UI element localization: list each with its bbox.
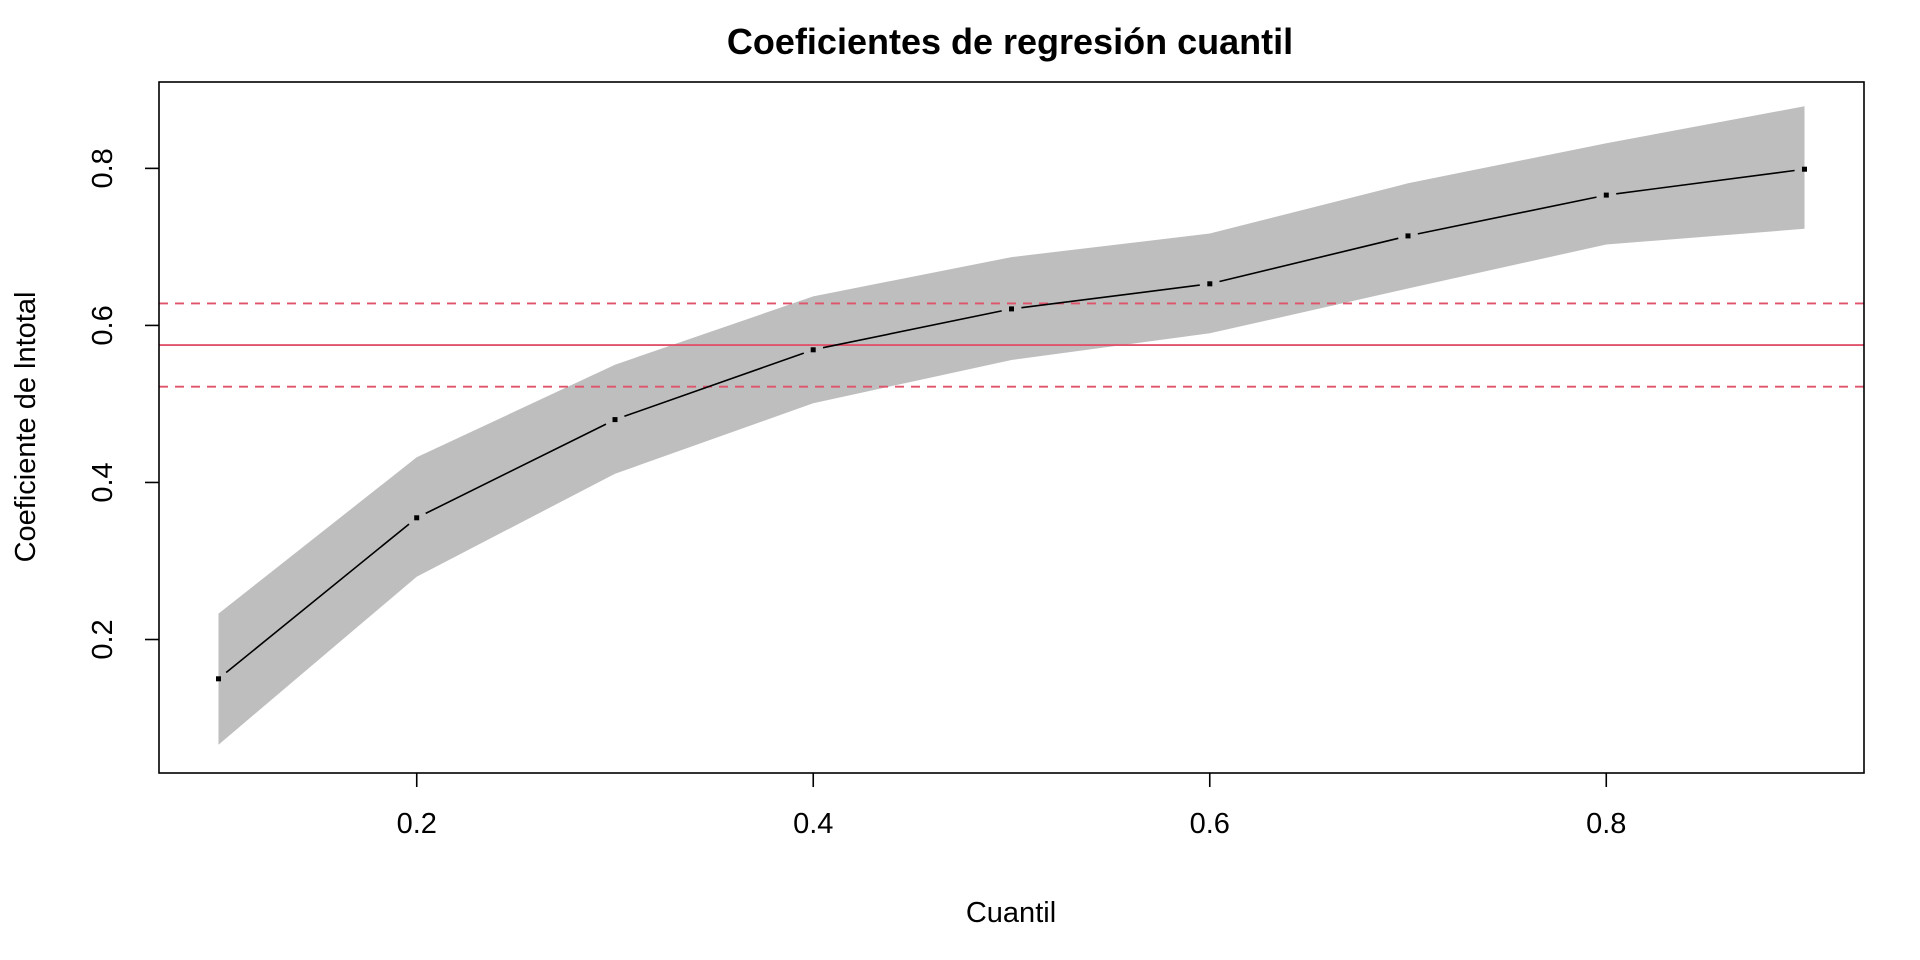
series-layer	[216, 166, 1807, 682]
plot-frame	[158, 81, 1865, 774]
x-tick-label: 0.6	[1190, 808, 1230, 840]
y-tick-label: 0.2	[87, 619, 119, 659]
series-line-segment	[1417, 196, 1597, 235]
series-point	[1603, 192, 1609, 198]
y-tick-label: 0.8	[87, 148, 119, 188]
series-line-segment	[1616, 169, 1795, 195]
x-axis-label: Cuantil	[966, 897, 1056, 929]
y-tick-label: 0.4	[87, 462, 119, 502]
series-point	[414, 515, 420, 521]
series-line-segment	[822, 310, 1002, 349]
series-point	[810, 347, 816, 353]
series-point	[1009, 306, 1014, 312]
confidence-band-layer	[218, 106, 1805, 745]
reference-lines-layer	[159, 302, 1864, 388]
series-line-segment	[1219, 237, 1399, 283]
y-tick-label: 0.6	[87, 305, 119, 345]
series-line-segment	[425, 423, 607, 515]
x-tick-label: 0.4	[793, 808, 833, 840]
chart-title: Coeficientes de regresión cuantil	[727, 21, 1293, 62]
x-axis: 0.2 0.4 0.6 0.8	[397, 773, 1626, 840]
series-point	[216, 676, 221, 682]
series-point	[1207, 281, 1213, 287]
y-axis: 0.2 0.4 0.6 0.8	[87, 148, 159, 660]
x-tick-label: 0.8	[1586, 808, 1626, 840]
series-line-segment	[624, 352, 805, 418]
series-point	[612, 417, 618, 423]
series-line-segment	[225, 523, 410, 674]
series-point	[1405, 233, 1411, 239]
series-point	[1802, 166, 1807, 172]
x-tick-label: 0.2	[397, 808, 437, 840]
series-line-segment	[1021, 284, 1200, 309]
confidence-band	[218, 106, 1805, 745]
y-axis-label: Coeficiente de lntotal	[10, 292, 42, 563]
